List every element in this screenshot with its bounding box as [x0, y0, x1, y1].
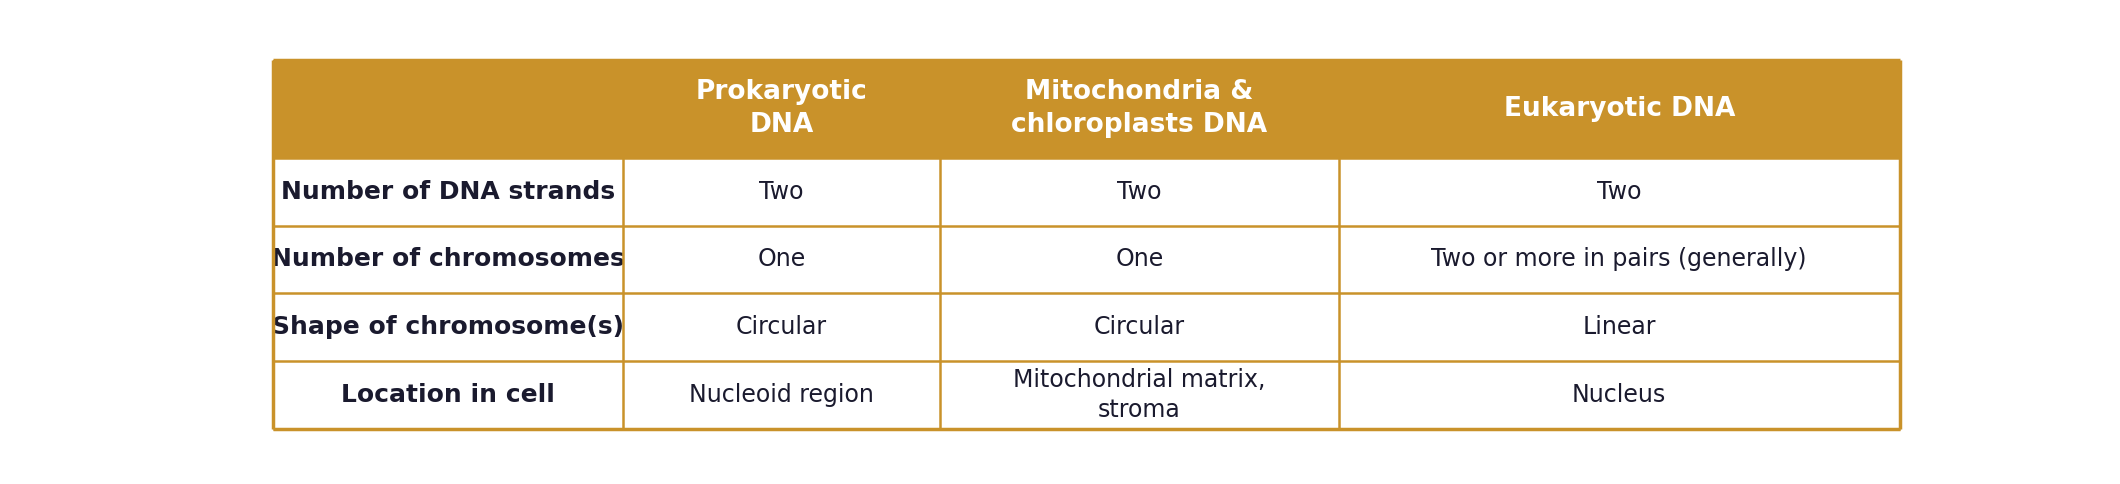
Text: Location in cell: Location in cell [341, 383, 555, 407]
Bar [273, 293, 1900, 361]
Bar [273, 226, 1900, 293]
Text: One: One [757, 247, 806, 272]
Text: Two: Two [1117, 180, 1162, 204]
Text: Circular: Circular [736, 315, 827, 339]
Text: Linear: Linear [1582, 315, 1656, 339]
Text: One: One [1115, 247, 1164, 272]
Text: Two: Two [759, 180, 803, 204]
Text: Number of chromosomes: Number of chromosomes [271, 247, 625, 272]
Text: Nucleoid region: Nucleoid region [689, 383, 873, 407]
Bar [273, 361, 1900, 429]
Text: Prokaryotic
DNA: Prokaryotic DNA [695, 79, 867, 138]
Text: Circular: Circular [1094, 315, 1185, 339]
Text: Shape of chromosome(s): Shape of chromosome(s) [271, 315, 623, 339]
Text: Two: Two [1596, 180, 1641, 204]
Bar [273, 60, 1900, 158]
Bar [273, 158, 1900, 226]
Text: Nucleus: Nucleus [1573, 383, 1666, 407]
Text: Two or more in pairs (generally): Two or more in pairs (generally) [1431, 247, 1806, 272]
Text: Mitochondria &
chloroplasts DNA: Mitochondria & chloroplasts DNA [1011, 79, 1268, 138]
Text: Eukaryotic DNA: Eukaryotic DNA [1503, 96, 1734, 122]
Text: Mitochondrial matrix,
stroma: Mitochondrial matrix, stroma [1013, 368, 1266, 423]
Text: Number of DNA strands: Number of DNA strands [282, 180, 615, 204]
